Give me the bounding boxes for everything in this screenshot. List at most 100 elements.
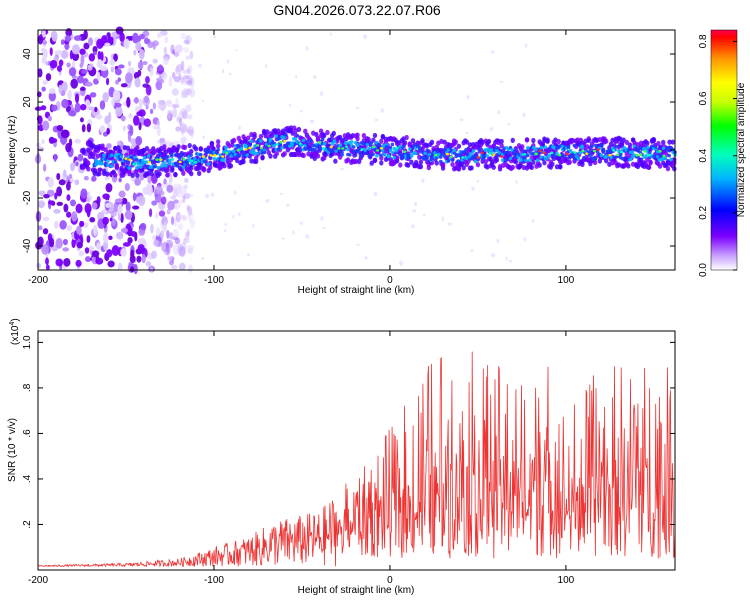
noise-blob [84,203,92,214]
ridge-halo-blob [361,133,367,139]
ridge-core-blob [237,153,242,158]
noise-blob [150,223,154,234]
noise-blob [42,80,48,85]
ridge-halo-blob [170,165,175,171]
x-tick-label: -200 [28,275,48,286]
ridge-halo-blob [260,155,265,161]
noise-blob [37,236,44,247]
colorbar: 0.0 0.2 0.4 0.6 0.8 Normalized spectral ampl… [698,29,747,277]
noise-blob [141,254,146,264]
ridge-core-blob [425,156,430,160]
noise-blob [187,210,194,222]
ridge-core-blob [409,154,414,158]
ridge-core-blob [274,134,279,138]
ridge-core-blob [572,143,577,148]
ridge-halo-blob [208,164,213,171]
snr-scale-exponent: 4 [9,322,16,326]
ridge-core-blob [305,139,310,144]
ridge-core-blob [617,149,621,154]
noise-blob [179,123,188,133]
noise-blob [119,32,125,43]
noise-blob [56,172,61,181]
noise-blob [114,68,122,76]
ridge-halo-blob [228,163,234,169]
noise-blob [65,142,72,153]
faint-blob [471,186,475,191]
ridge-halo-blob [499,143,504,149]
noise-blob [105,202,111,208]
noise-blob [159,30,168,36]
noise-blob [137,61,144,70]
noise-blob [103,232,109,244]
noise-blob [84,256,91,263]
noise-blob [132,205,140,210]
ridge-core-blob [156,165,160,170]
faint-blob [525,142,529,145]
ridge-peak-blob [449,155,453,159]
noise-blob [76,75,85,84]
noise-blob [145,260,152,267]
faint-blob [238,212,241,217]
ridge-halo-blob [603,158,609,164]
ridge-peak-blob [279,140,283,144]
noise-blob [170,264,178,270]
ridge-core-blob [348,153,352,157]
noise-blob [86,123,92,133]
noise-blob [149,108,154,114]
noise-blob [48,237,55,248]
ridge-halo-blob [420,137,425,144]
noise-blob [187,65,193,75]
ridge-core-blob [619,152,623,157]
noise-blob [166,230,170,239]
noise-blob [156,119,161,127]
noise-blob [80,103,87,111]
noise-blob [186,35,190,46]
noise-blob [64,42,70,51]
noise-blob [58,179,66,186]
noise-blob [139,172,145,181]
ridge-peak-blob [201,155,206,158]
ridge-core-blob [102,153,106,158]
noise-blob [87,64,93,71]
noise-blob [48,91,56,102]
noise-blob [179,199,184,204]
ridge-core-blob [545,156,550,160]
noise-blob [63,257,71,267]
ridge-halo-blob [371,137,376,143]
ridge-halo-blob [165,172,170,178]
ridge-halo-blob [113,172,118,178]
noise-blob [175,211,181,223]
ridge-core-blob [438,155,443,159]
ridge-peak-blob [585,152,589,155]
noise-blob [76,225,82,235]
ridge-core-blob [272,144,277,148]
noise-blob [172,49,176,55]
ridge-core-blob [402,144,406,149]
snr-frame [37,330,676,571]
ridge-halo-blob [558,164,563,170]
noise-blob [53,209,61,214]
ridge-core-blob [651,155,656,159]
noise-blob [66,181,71,191]
faint-blob [505,256,508,261]
colorbar-tick-label: 0.8 [698,34,709,48]
ridge-halo-blob [119,165,124,171]
ridge-core-blob [667,153,671,158]
noise-blob [184,35,193,45]
noise-blob [56,125,64,132]
noise-blob [75,161,79,167]
ridge-halo-blob [222,163,227,169]
ridge-halo-blob [467,142,473,148]
noise-blob [160,196,167,205]
colorbar-tick-label: 0.4 [698,148,709,162]
noise-blob [49,47,53,56]
ridge-halo-blob [201,167,207,173]
ridge-core-blob [473,159,478,164]
faint-blob [515,179,518,184]
ridge-core-blob [146,154,151,158]
ridge-core-blob [386,154,391,158]
x-tick-label: 0 [387,575,393,586]
ridge-peak-blob [147,160,151,164]
noise-blob [79,117,84,123]
noise-blob [43,194,50,199]
